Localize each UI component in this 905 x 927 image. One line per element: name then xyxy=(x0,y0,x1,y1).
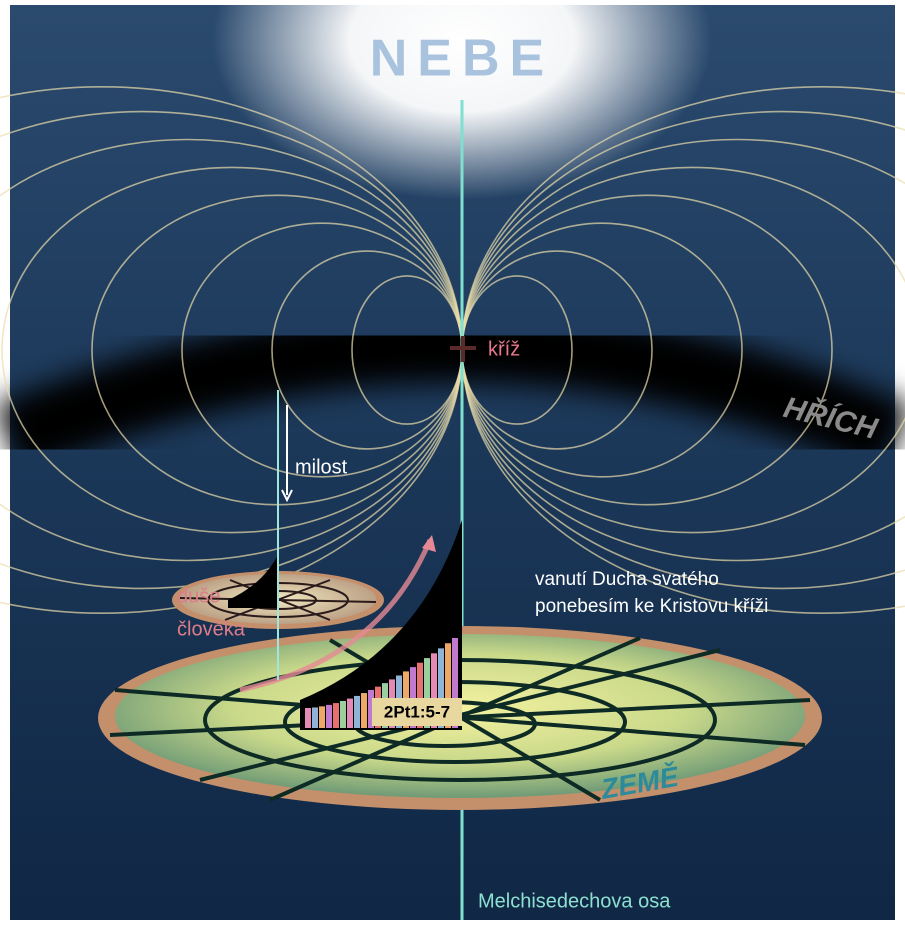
tower xyxy=(410,667,416,728)
spirit-label: vanutí Ducha svatého xyxy=(535,569,719,590)
tower xyxy=(361,693,367,728)
title: NEBE xyxy=(370,30,554,88)
growth-shape-small xyxy=(228,555,278,608)
grace-arrow-head xyxy=(281,489,293,503)
tower xyxy=(305,708,311,728)
tower xyxy=(347,698,353,728)
soul-label: duše xyxy=(177,585,220,607)
tower xyxy=(368,689,374,728)
spirit-label: ponebesím ke Kristovu kříži xyxy=(535,596,768,617)
tower xyxy=(312,707,318,728)
tower xyxy=(417,662,423,728)
tower xyxy=(326,704,332,728)
tower xyxy=(319,706,325,728)
rise-arrow-head xyxy=(422,535,436,552)
tower xyxy=(424,658,430,728)
cross-label: kříž xyxy=(488,338,520,360)
axis-label: Melchisedechova osa xyxy=(478,890,671,912)
soul-label: člověka xyxy=(177,618,246,640)
verse-label: 2Pt1:5-7 xyxy=(384,702,450,721)
tower xyxy=(340,700,346,728)
sin-band xyxy=(0,307,905,475)
verse-box xyxy=(372,698,462,726)
rise-arrow xyxy=(239,539,433,693)
tower xyxy=(452,638,458,728)
grace-label: milost xyxy=(295,456,348,478)
tower xyxy=(431,653,437,728)
tower xyxy=(354,695,360,728)
tower xyxy=(333,703,339,728)
tower xyxy=(438,648,444,728)
tower xyxy=(445,643,451,728)
